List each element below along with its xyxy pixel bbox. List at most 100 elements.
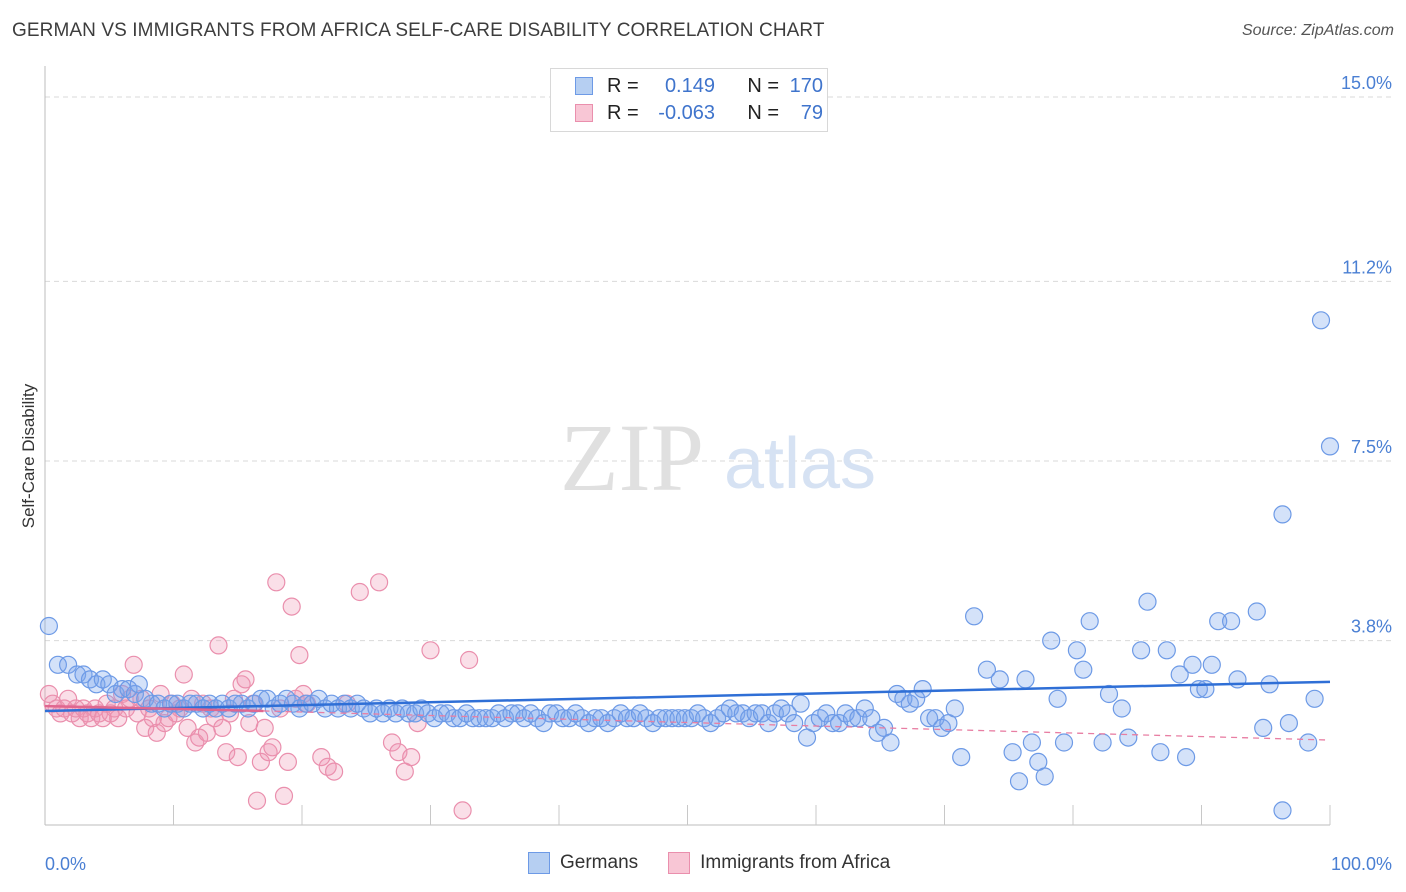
y-tick-label: 11.2% <box>1342 257 1392 277</box>
x-tick-label: 0.0% <box>45 854 86 874</box>
point-germans <box>952 747 971 767</box>
point-germans <box>1320 437 1340 456</box>
point-africa <box>263 738 282 757</box>
y-axis-label: Self-Care Disability <box>19 383 38 528</box>
point-germans <box>463 709 482 728</box>
point-germans <box>778 704 797 723</box>
point-germans <box>964 607 984 626</box>
watermark-atlas: atlas <box>724 424 876 504</box>
point-germans <box>1273 801 1292 820</box>
point-germans <box>1279 713 1299 733</box>
point-africa <box>382 733 402 752</box>
trend-line-germans <box>44 680 1331 713</box>
point-germans <box>823 713 842 733</box>
point-africa <box>453 801 472 820</box>
point-germans <box>1035 767 1054 786</box>
point-germans <box>1138 592 1157 611</box>
point-germans <box>1209 612 1228 631</box>
point-africa <box>421 641 440 660</box>
point-africa <box>228 747 247 767</box>
point-germans <box>1305 689 1324 708</box>
point-germans <box>1054 733 1074 752</box>
point-germans <box>759 713 778 733</box>
point-africa <box>124 655 143 674</box>
point-germans <box>1311 311 1331 330</box>
point-germans <box>125 684 144 704</box>
n-value: 79 <box>800 101 823 124</box>
legend-swatch-blue <box>528 852 550 874</box>
watermark-zip: ZIP <box>560 404 704 511</box>
point-germans <box>1202 655 1221 674</box>
point-germans <box>746 704 765 723</box>
point-germans <box>1042 631 1061 650</box>
point-africa <box>147 723 166 742</box>
r-value: 0.149 <box>664 74 715 97</box>
point-africa <box>282 597 301 616</box>
data-points <box>39 311 1340 820</box>
trend-lines <box>44 680 1331 741</box>
y-tick-label: 15.0% <box>1341 73 1392 93</box>
series-legend: Germans Immigrants from Africa <box>528 852 920 874</box>
point-africa <box>251 752 270 772</box>
axes: 0.0% 100.0% <box>44 66 1392 874</box>
y-tick-label: 3.8% <box>1351 617 1392 637</box>
point-germans <box>1157 641 1176 660</box>
point-africa <box>213 718 232 738</box>
point-germans <box>1009 772 1029 791</box>
point-germans <box>1074 660 1093 679</box>
legend-row-africa: R = -0.063 N = 79 <box>575 101 823 125</box>
point-germans <box>1196 679 1215 699</box>
point-germans <box>1221 612 1241 631</box>
point-africa <box>39 684 59 704</box>
point-germans <box>1067 641 1087 660</box>
correlation-legend: R = 0.149 N = 170 R = -0.063 N = 79 <box>550 68 828 132</box>
point-germans <box>913 679 932 699</box>
point-germans <box>945 699 964 718</box>
point-germans <box>881 733 900 752</box>
point-germans <box>817 704 836 723</box>
legend-item-germans[interactable]: Germans <box>528 852 638 874</box>
point-africa <box>290 645 309 665</box>
gridlines: 3.8% 7.5% 11.2% 15.0% <box>45 73 1392 642</box>
point-germans <box>48 655 68 674</box>
source-note: Source: ZipAtlas.com <box>1241 22 1394 39</box>
point-germans <box>470 709 489 728</box>
legend-label-africa: Immigrants from Africa <box>700 852 891 873</box>
point-germans <box>1099 684 1119 704</box>
legend-item-africa[interactable]: Immigrants from Africa <box>668 852 890 874</box>
x-tick-label: 100.0% <box>1331 854 1392 874</box>
point-germans <box>1151 743 1170 762</box>
point-germans <box>1131 641 1151 660</box>
point-africa <box>66 699 85 718</box>
point-africa <box>209 636 228 655</box>
point-africa <box>312 747 331 767</box>
point-germans <box>855 699 874 718</box>
point-germans <box>1003 743 1022 762</box>
point-germans <box>1176 747 1196 767</box>
point-germans <box>1247 602 1266 621</box>
point-africa <box>402 747 421 767</box>
point-africa <box>255 718 274 738</box>
r-label: R = <box>607 101 639 124</box>
point-germans <box>1048 689 1067 708</box>
point-germans <box>1170 665 1189 684</box>
n-label: N = <box>747 74 779 97</box>
point-germans <box>990 670 1009 689</box>
chart-title: GERMAN VS IMMIGRANTS FROM AFRICA SELF-CA… <box>12 20 825 41</box>
point-germans <box>791 694 810 713</box>
point-germans <box>1016 670 1035 689</box>
y-tick-label: 7.5% <box>1351 437 1392 457</box>
point-germans <box>1183 655 1202 674</box>
point-germans <box>1254 718 1273 738</box>
point-germans <box>1080 612 1099 631</box>
point-africa <box>174 665 193 684</box>
point-africa <box>178 718 197 738</box>
trend-line-africa-solid <box>44 704 264 713</box>
point-germans <box>1228 670 1247 689</box>
legend-swatch-blue <box>575 77 593 95</box>
n-label: N = <box>747 101 779 124</box>
point-germans <box>752 704 772 723</box>
point-germans <box>1119 728 1138 747</box>
r-value: -0.063 <box>658 101 715 124</box>
